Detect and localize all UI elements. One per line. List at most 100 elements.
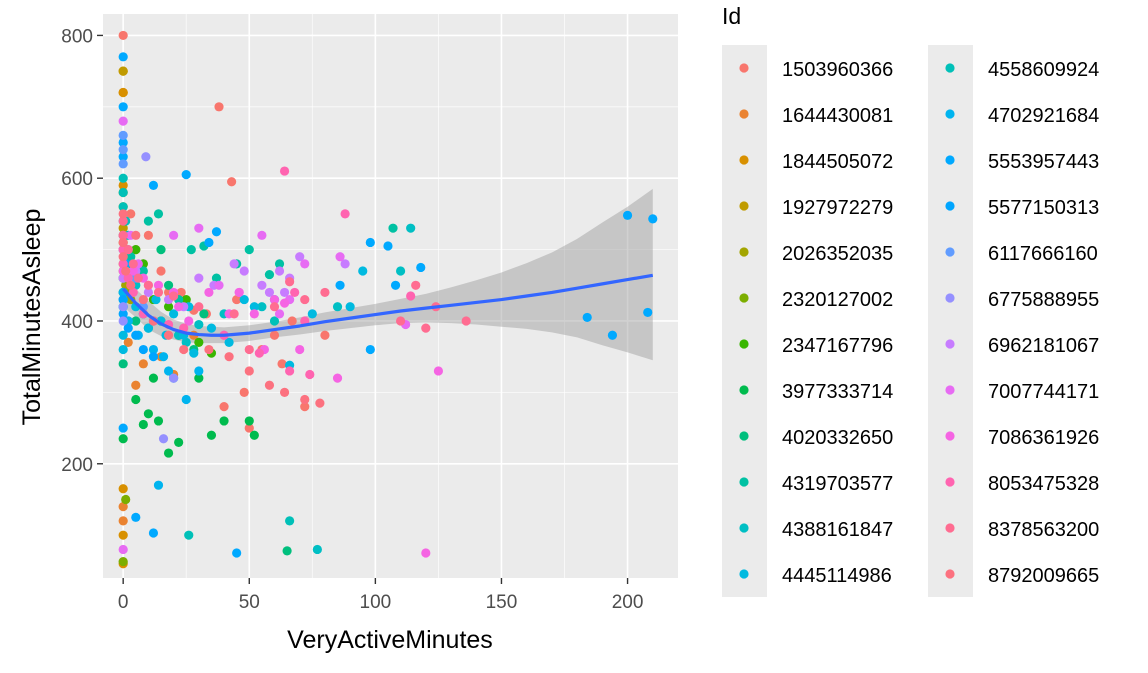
data-point: [156, 244, 166, 255]
data-point: [264, 380, 275, 390]
data-point: [244, 344, 254, 355]
data-point: [211, 227, 222, 237]
trend-line: [121, 273, 654, 337]
legend-key: [945, 63, 955, 73]
data-point: [277, 359, 287, 369]
data-point: [128, 259, 138, 269]
data-point: [204, 344, 214, 355]
legend-key: [739, 569, 749, 579]
data-point: [282, 546, 292, 556]
data-point: [131, 512, 141, 522]
data-point: [118, 145, 128, 155]
data-point: [118, 309, 128, 319]
data-point: [269, 302, 280, 312]
data-point: [126, 280, 136, 290]
data-point: [622, 210, 633, 220]
data-point: [153, 480, 164, 490]
data-point: [176, 287, 186, 298]
data-point: [194, 273, 204, 283]
data-point: [257, 280, 267, 290]
data-point: [199, 309, 209, 319]
data-point: [118, 316, 128, 326]
plot-panel: [103, 14, 678, 578]
data-point: [305, 369, 315, 380]
data-point: [118, 30, 128, 41]
legend-label: 4702921684: [988, 105, 1099, 127]
data-point: [643, 307, 653, 318]
legend-label: 5577150313: [988, 197, 1099, 219]
data-point: [123, 244, 133, 255]
data-point: [156, 266, 166, 276]
legend-key: [739, 293, 749, 303]
legend-label: 2026352035: [782, 243, 893, 265]
data-point: [118, 259, 128, 269]
data-point: [204, 287, 214, 298]
data-point: [249, 302, 259, 312]
data-point: [131, 316, 141, 326]
x-tick-label: 100: [360, 592, 392, 613]
data-point: [269, 294, 280, 305]
data-point: [181, 170, 191, 180]
data-point: [126, 209, 136, 219]
data-point: [206, 323, 217, 333]
legend-key: [739, 201, 749, 211]
legend-key: [945, 569, 955, 579]
data-point: [416, 262, 426, 273]
data-point: [290, 287, 300, 298]
data-point: [229, 309, 239, 319]
data-point: [224, 352, 234, 362]
legend-label: 4319703577: [782, 473, 893, 495]
data-point: [138, 266, 148, 276]
data-point: [158, 352, 169, 362]
data-point: [163, 448, 174, 458]
data-point: [335, 252, 345, 262]
data-point: [153, 209, 164, 219]
data-point: [118, 159, 128, 169]
legend-key: [739, 155, 749, 165]
data-point: [204, 237, 214, 248]
legend-key: [945, 109, 955, 119]
data-point: [163, 280, 174, 290]
data-point: [219, 416, 229, 426]
data-point: [179, 344, 189, 355]
data-point: [163, 366, 174, 376]
data-point: [254, 348, 264, 358]
data-point: [340, 209, 350, 219]
legend: Id 1503960366 1644430081 1844505072 1927972…: [722, 3, 1099, 597]
data-point: [126, 252, 136, 262]
data-point: [648, 214, 658, 224]
legend-label: 1503960366: [782, 59, 893, 81]
legend-label: 8053475328: [988, 473, 1099, 495]
legend-label: 2347167796: [782, 335, 893, 357]
data-point: [433, 366, 444, 376]
data-point: [582, 312, 592, 323]
data-point: [121, 494, 131, 505]
data-point: [335, 280, 345, 290]
data-point: [118, 294, 128, 305]
legend-key: [945, 339, 955, 349]
data-point: [315, 398, 325, 408]
data-point: [300, 259, 310, 269]
legend-key: [945, 523, 955, 533]
legend-label: 7007744171: [988, 381, 1099, 403]
data-point: [118, 116, 128, 126]
data-points: [118, 30, 658, 569]
data-point: [211, 273, 222, 283]
confidence-band: [123, 188, 653, 361]
data-point: [118, 544, 128, 555]
data-point: [118, 434, 128, 444]
legend-key: [945, 247, 955, 257]
legend-label: 1844505072: [782, 151, 893, 173]
data-point: [148, 352, 159, 362]
data-point: [189, 348, 199, 358]
data-point: [118, 502, 128, 512]
panel-background: [103, 14, 678, 578]
data-point: [194, 373, 204, 383]
data-point: [194, 319, 204, 330]
data-point: [169, 230, 179, 240]
data-point: [169, 309, 179, 319]
data-point: [279, 298, 290, 308]
legend-label: 5553957443: [988, 151, 1099, 173]
